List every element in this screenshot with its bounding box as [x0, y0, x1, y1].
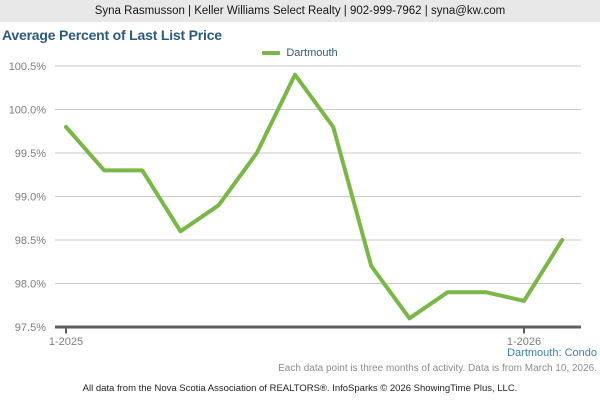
y-axis-tick-label: 97.5%: [15, 322, 46, 334]
chart-line-dartmouth[interactable]: [64, 72, 565, 321]
line-chart: 100.5%100.0%99.5%99.0%98.5%98.0%97.5%1-2…: [9, 61, 581, 348]
attribution-text: All data from the Nova Scotia Associatio…: [82, 383, 518, 394]
page-title: Average Percent of Last List Price: [2, 27, 222, 43]
legend-line-swatch: [262, 51, 281, 55]
y-axis-tick-label: 99.5%: [15, 148, 46, 160]
y-axis-tick-label: 100.5%: [9, 61, 47, 73]
x-axis-tick-label: 1-2026: [507, 336, 541, 348]
legend-label: Dartmouth: [286, 47, 338, 59]
agent-info-bar: Syna Rasmusson | Keller Williams Select …: [0, 0, 600, 22]
legend: Dartmouth: [0, 46, 600, 60]
y-axis-tick-label: 99.0%: [15, 192, 46, 204]
agent-info-text: Syna Rasmusson | Keller Williams Select …: [94, 5, 506, 17]
y-axis-tick-label: 98.5%: [15, 235, 46, 247]
y-axis-tick-label: 98.0%: [15, 279, 46, 291]
y-axis-tick-label: 100.0%: [9, 105, 47, 117]
x-axis-tick-label: 1-2025: [49, 336, 83, 348]
data-note: Each data point is three months of activ…: [278, 363, 597, 374]
series-caption: Dartmouth: Condo: [507, 347, 597, 359]
